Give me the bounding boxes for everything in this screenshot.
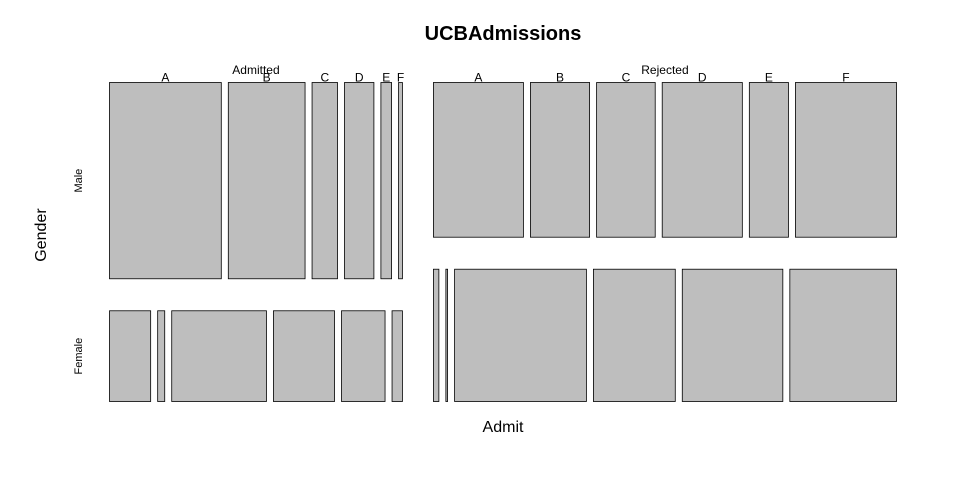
cell-rejected-female-a: [433, 268, 440, 402]
cell-admitted-female-c: [171, 310, 267, 402]
cell-rejected-male-f: [795, 82, 897, 238]
mosaic-cells: [109, 82, 897, 402]
cell-rejected-male-c: [596, 82, 656, 238]
dept-label-admitted-d: D: [355, 71, 364, 85]
dept-label-rejected-d: D: [698, 71, 707, 85]
cell-admitted-male-b: [227, 82, 306, 280]
cell-admitted-female-a: [109, 310, 152, 402]
cell-rejected-female-c: [454, 268, 587, 402]
dept-label-rejected-f: F: [842, 71, 849, 85]
x-axis-label: Admit: [483, 419, 524, 436]
chart-title: UCBAdmissions: [425, 23, 582, 45]
cell-admitted-male-f: [398, 82, 403, 280]
cell-admitted-female-b: [157, 310, 166, 402]
cell-rejected-male-b: [530, 82, 591, 238]
dept-label-admitted-c: C: [320, 71, 329, 85]
gender-label-female: Female: [73, 338, 85, 375]
cell-rejected-female-e: [681, 268, 784, 402]
cell-admitted-female-e: [341, 310, 386, 402]
dept-label-rejected-c: C: [622, 71, 631, 85]
dept-label-rejected-b: B: [556, 71, 564, 85]
cell-rejected-female-d: [592, 268, 676, 402]
y-axis-label: Gender: [33, 208, 50, 262]
dept-label-admitted-a: A: [161, 71, 169, 85]
cell-rejected-male-d: [661, 82, 743, 238]
cell-admitted-male-a: [109, 82, 222, 280]
cell-rejected-male-e: [748, 82, 789, 238]
cell-admitted-female-f: [391, 310, 403, 402]
dept-label-admitted-b: B: [263, 71, 271, 85]
dept-label-rejected-e: E: [765, 71, 773, 85]
admit-label-admitted: Admitted: [232, 63, 279, 77]
dept-label-rejected-a: A: [474, 71, 482, 85]
cell-rejected-female-b: [445, 268, 448, 402]
dept-label-admitted-f: F: [397, 71, 404, 85]
cell-admitted-male-c: [311, 82, 338, 280]
cell-rejected-male-a: [433, 82, 524, 238]
cell-rejected-female-f: [789, 268, 897, 402]
cell-admitted-female-d: [273, 310, 335, 402]
cell-admitted-male-e: [380, 82, 392, 280]
dept-label-admitted-e: E: [382, 71, 390, 85]
gender-label-male: Male: [73, 169, 85, 193]
admit-label-rejected: Rejected: [641, 63, 688, 77]
cell-admitted-male-d: [344, 82, 375, 280]
